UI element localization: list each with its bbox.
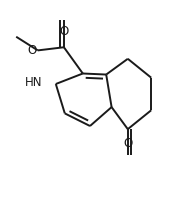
Text: O: O [123, 137, 132, 150]
Text: O: O [28, 44, 37, 57]
Text: HN: HN [25, 76, 42, 89]
Text: O: O [59, 25, 69, 38]
